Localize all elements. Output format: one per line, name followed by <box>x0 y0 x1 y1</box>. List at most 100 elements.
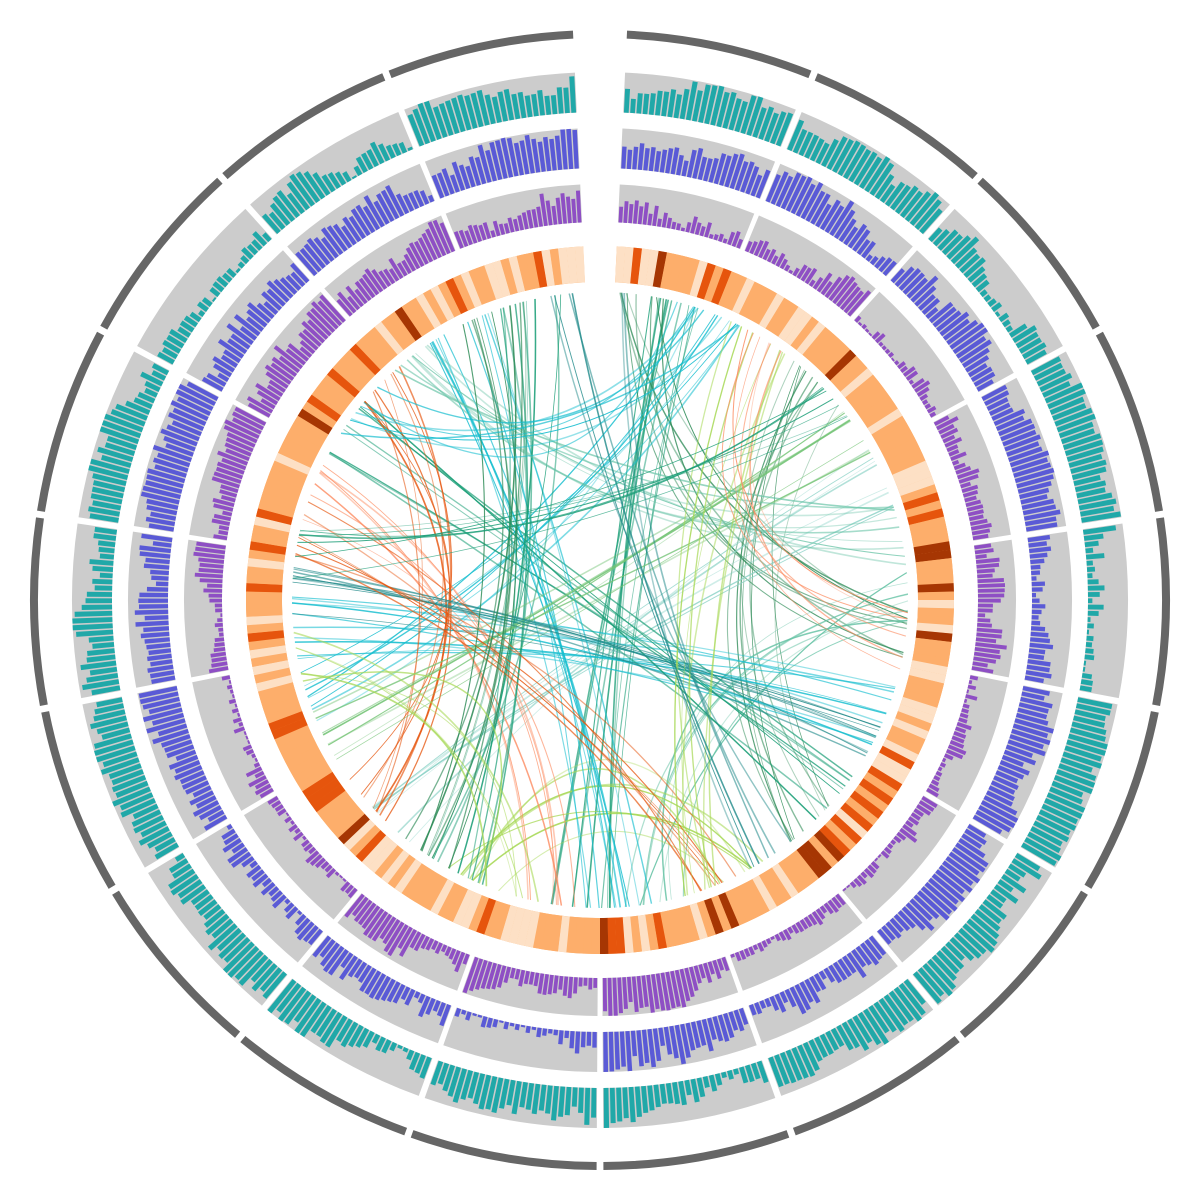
histogram-bar <box>260 881 276 896</box>
link-chord <box>312 420 852 713</box>
histogram-bar <box>684 967 695 998</box>
heatmap-cell <box>265 476 303 496</box>
histogram-bar <box>967 266 986 283</box>
heatmap-cell <box>355 337 387 370</box>
heatmap-cell <box>468 268 490 305</box>
histogram-bar <box>89 715 128 730</box>
bar-track-3-segment-6 <box>925 674 1008 811</box>
histogram-bar <box>290 262 310 284</box>
histogram-bar <box>658 1027 666 1047</box>
link-chord <box>676 321 732 889</box>
heatmap-cell <box>808 835 839 868</box>
histogram-bar <box>552 975 559 994</box>
heatmap-cell <box>249 541 287 555</box>
histogram-bar <box>399 928 417 957</box>
histogram-bar <box>241 856 255 868</box>
histogram-bar <box>973 651 1001 660</box>
histogram-bar <box>190 889 210 906</box>
histogram-bar <box>1024 837 1062 862</box>
link-chord <box>293 568 881 729</box>
histogram-bar <box>877 928 892 945</box>
histogram-bar <box>284 990 312 1025</box>
link-chord <box>740 360 820 817</box>
histogram-bar <box>857 321 863 327</box>
histogram-bar <box>172 863 192 879</box>
histogram-bar <box>557 1086 566 1117</box>
histogram-bar <box>669 1025 679 1059</box>
histogram-bar <box>745 165 760 195</box>
histogram-bar <box>146 718 186 734</box>
link-chord <box>292 577 869 753</box>
ideogram-segment-11 <box>240 1035 408 1136</box>
histogram-bar <box>205 913 230 936</box>
histogram-bar <box>744 240 753 253</box>
histogram-bar <box>378 270 392 287</box>
histogram-bar <box>971 666 994 674</box>
histogram-bar <box>537 973 545 994</box>
heatmap-cell <box>824 349 857 381</box>
histogram-bar <box>115 780 149 798</box>
histogram-bar <box>647 1028 657 1068</box>
histogram-bar <box>476 89 490 126</box>
heatmap-cell <box>845 796 879 826</box>
histogram-bar <box>342 877 347 883</box>
histogram-bar <box>974 646 1000 654</box>
histogram-bar <box>829 200 855 237</box>
heatmap-cell <box>758 293 785 329</box>
histogram-bar <box>306 311 332 337</box>
histogram-bar <box>196 541 226 550</box>
histogram-bar <box>641 975 649 1007</box>
bar-track-1-segment-6 <box>1020 696 1118 868</box>
histogram-bar <box>215 608 223 613</box>
histogram-bar <box>451 97 466 133</box>
track-background <box>853 291 965 419</box>
histogram-bar <box>221 457 247 471</box>
histogram-bar <box>984 390 1010 406</box>
heatmap-cell <box>246 622 284 634</box>
histogram-bar <box>739 950 747 960</box>
heatmap-cell <box>430 285 455 321</box>
histogram-bar <box>432 106 448 138</box>
histogram-bar <box>237 261 245 269</box>
histogram-bar <box>97 446 134 462</box>
heatmap-cell <box>905 500 942 518</box>
histogram-bar <box>423 100 442 140</box>
ideogram-segment-13 <box>41 711 116 889</box>
link-chord <box>609 305 690 908</box>
histogram-bar <box>674 1024 687 1065</box>
histogram-bar <box>948 851 980 876</box>
histogram-bar <box>322 945 345 973</box>
histogram-bar <box>1015 331 1039 349</box>
histogram-bar <box>752 944 759 951</box>
histogram-bar <box>899 190 924 219</box>
histogram-bar <box>325 867 337 879</box>
heatmap-cell <box>297 765 333 792</box>
histogram-bar <box>101 454 132 468</box>
histogram-bar <box>935 770 943 777</box>
histogram-bar <box>1024 516 1057 527</box>
histogram-bar <box>142 707 183 722</box>
histogram-bar <box>357 902 377 926</box>
heatmap-cell <box>771 863 799 898</box>
heatmap-cell <box>422 875 448 911</box>
heatmap-cell <box>859 394 894 422</box>
histogram-bar <box>980 800 1019 823</box>
histogram-bar <box>195 795 217 809</box>
heatmap-cell <box>374 845 404 879</box>
histogram-bar <box>1031 609 1042 615</box>
histogram-bar <box>977 613 986 618</box>
histogram-bar <box>958 339 992 364</box>
histogram-bar <box>1087 604 1104 610</box>
histogram-bar <box>884 181 906 207</box>
histogram-bar <box>439 222 456 253</box>
heatmap-cell <box>703 897 724 935</box>
histogram-bar <box>991 302 1003 312</box>
histogram-bar <box>928 227 943 243</box>
link-chord <box>295 647 517 897</box>
histogram-bar <box>353 961 368 979</box>
histogram-bar <box>646 974 655 1013</box>
histogram-bar <box>896 831 907 841</box>
histogram-bar <box>952 327 989 355</box>
link-chord <box>350 316 723 450</box>
histogram-bar <box>383 268 396 285</box>
